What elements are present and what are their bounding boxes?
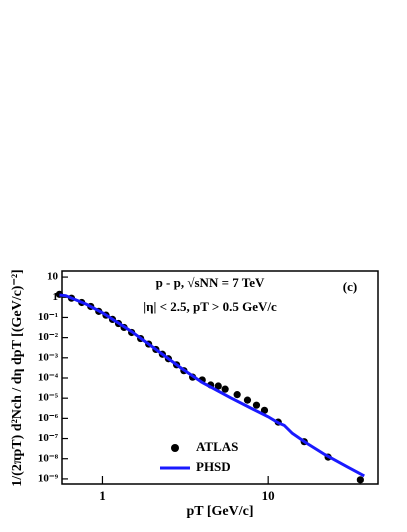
- y-tick-label: 10⁻⁷: [38, 432, 59, 444]
- x-tick-label: 10: [262, 488, 275, 503]
- panel-label: (c): [343, 279, 357, 294]
- chart-title: p - p, √sNN = 7 TeV: [156, 275, 265, 290]
- legend-swatch: [171, 444, 179, 452]
- y-tick-label: 10⁻²: [38, 331, 59, 343]
- data-point: [243, 396, 252, 404]
- data-point: [233, 391, 241, 399]
- data-line: [59, 293, 365, 478]
- y-tick-label: 10⁻⁴: [38, 372, 59, 384]
- y-tick-label: 10⁻⁹: [38, 472, 59, 484]
- y-tick-label: 10⁻¹: [38, 311, 58, 323]
- legend-label: PHSD: [196, 459, 231, 474]
- y-tick-label: 10⁻³: [38, 351, 59, 363]
- data-point: [356, 476, 364, 484]
- y-tick-label: 10: [47, 271, 59, 283]
- y-tick-label: 10⁻⁵: [38, 392, 59, 404]
- x-axis-label: pT [GeV/c]: [186, 504, 253, 519]
- y-tick-label: 10⁻⁸: [38, 452, 59, 464]
- data-point: [221, 385, 229, 393]
- data-point: [260, 406, 269, 414]
- data-point: [214, 382, 222, 390]
- y-tick-label: 1: [53, 291, 59, 303]
- y-tick-label: 10⁻⁶: [38, 412, 59, 424]
- legend-label: ATLAS: [196, 439, 238, 454]
- data-point: [252, 401, 261, 409]
- y-axis-label: 1/(2πpT) d²Nch / dη dpT [(GeV/c)⁻²]: [10, 269, 25, 486]
- chart-subtitle: |η| < 2.5, pT > 0.5 GeV/c: [143, 299, 277, 314]
- x-tick-label: 1: [99, 488, 106, 503]
